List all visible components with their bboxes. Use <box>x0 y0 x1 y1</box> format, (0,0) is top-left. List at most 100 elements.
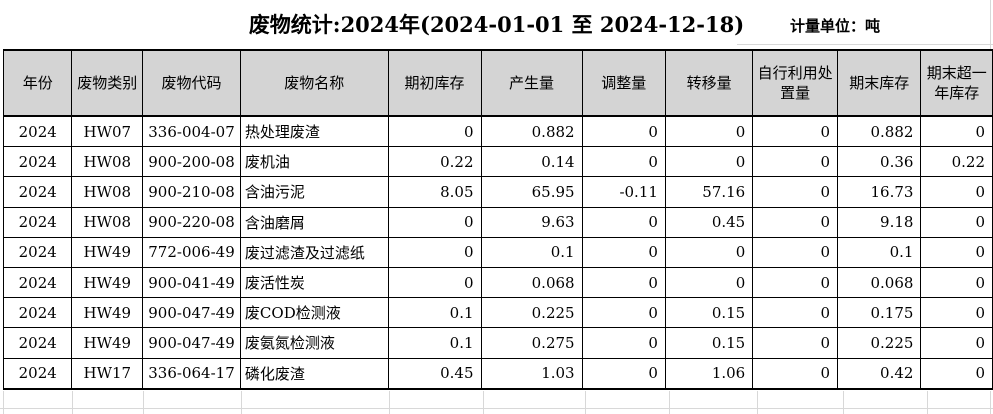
unit-label: 计量单位：吨 <box>788 15 883 36</box>
cell-adjusted: 0 <box>581 206 666 238</box>
gridline <box>843 391 844 414</box>
cell-waste-name: 废氨氮检测液 <box>239 327 389 359</box>
cell-year: 2024 <box>2 146 73 178</box>
cell-adjusted: -0.11 <box>581 176 666 208</box>
cell-waste-name: 废过滤渣及过滤纸 <box>239 236 389 268</box>
gridline <box>143 391 144 414</box>
cell-over-one-year-stock: 0 <box>920 266 993 299</box>
gridline <box>389 391 390 414</box>
gridline <box>585 391 586 414</box>
cell-waste-category: HW08 <box>71 206 144 238</box>
cell-transferred: 1.06 <box>664 357 754 390</box>
gridline <box>0 408 993 409</box>
column-header-waste-code: 废物代码 <box>142 49 241 117</box>
cell-transferred: 0.45 <box>664 206 754 238</box>
cell-adjusted: 0 <box>581 236 666 268</box>
cell-opening-stock: 0.22 <box>387 146 482 178</box>
cell-year: 2024 <box>2 357 73 390</box>
cell-transferred: 57.16 <box>664 176 754 208</box>
cell-self-disposal: 0 <box>752 266 839 299</box>
gridline <box>990 391 991 414</box>
gridline <box>483 391 484 414</box>
column-header-closing-stock: 期末库存 <box>837 49 922 117</box>
cell-waste-category: HW49 <box>71 327 144 359</box>
table-row: 2024 HW49 900-047-49 废COD检测液 0.1 0.225 0 0.15 0 0… <box>2 297 993 329</box>
cell-adjusted: 0 <box>581 146 666 178</box>
cell-over-one-year-stock: 0 <box>920 236 993 268</box>
cell-generated: 0.14 <box>480 146 583 178</box>
column-header-waste-name: 废物名称 <box>239 49 389 117</box>
cell-over-one-year-stock: 0 <box>920 206 993 238</box>
cell-waste-category: HW08 <box>71 146 144 178</box>
table-row: 2024 HW49 900-041-49 废活性炭 0 0.068 0 0 0 0.068 0 <box>2 266 993 299</box>
gridline <box>241 391 242 414</box>
cell-waste-category: HW08 <box>71 176 144 208</box>
cell-generated: 9.63 <box>480 206 583 238</box>
cell-waste-name: 磷化废渣 <box>239 357 389 390</box>
table-row: 2024 HW08 900-220-08 含油磨屑 0 9.63 0 0.45 0 9.18 0 <box>2 206 993 238</box>
gridline <box>757 391 758 414</box>
table-body: 2024 HW07 336-004-07 热处理废渣 0 0.882 0 0 0 0.882 0 20… <box>2 115 993 390</box>
column-header-adjusted: 调整量 <box>581 49 666 117</box>
cell-adjusted: 0 <box>581 266 666 299</box>
cell-self-disposal: 0 <box>752 115 839 148</box>
cell-waste-code: 336-064-17 <box>142 357 241 390</box>
header-row: 年份 废物类别 废物代码 废物名称 期初库存 产生量 调整量 转移量 自行利用处置量 期末库存 期末… <box>2 49 993 117</box>
waste-statistics-table: 年份 废物类别 废物代码 废物名称 期初库存 产生量 调整量 转移量 自行利用处置量 期末库存 期末… <box>2 49 993 390</box>
cell-over-one-year-stock: 0 <box>920 327 993 359</box>
cell-closing-stock: 0.068 <box>837 266 922 299</box>
cell-waste-code: 900-200-08 <box>142 146 241 178</box>
cell-opening-stock: 0.1 <box>387 297 482 329</box>
cell-year: 2024 <box>2 115 73 148</box>
cell-closing-stock: 0.42 <box>837 357 922 390</box>
cell-waste-name: 废COD检测液 <box>239 297 389 329</box>
cell-adjusted: 0 <box>581 357 666 390</box>
cell-waste-code: 900-047-49 <box>142 297 241 329</box>
cell-year: 2024 <box>2 297 73 329</box>
cell-waste-code: 900-210-08 <box>142 176 241 208</box>
table-row: 2024 HW49 900-047-49 废氨氮检测液 0.1 0.275 0 0.15 0 0.… <box>2 327 993 359</box>
cell-over-one-year-stock: 0 <box>920 115 993 148</box>
cell-opening-stock: 0 <box>387 266 482 299</box>
gridline <box>72 391 73 414</box>
cell-over-one-year-stock: 0 <box>920 357 993 390</box>
cell-waste-category: HW49 <box>71 297 144 329</box>
cell-adjusted: 0 <box>581 297 666 329</box>
cell-waste-code: 900-041-49 <box>142 266 241 299</box>
gridline <box>3 391 4 414</box>
cell-waste-code: 772-006-49 <box>142 236 241 268</box>
cell-transferred: 0 <box>664 266 754 299</box>
column-header-year: 年份 <box>2 49 73 117</box>
gridline <box>669 391 670 414</box>
column-header-transferred: 转移量 <box>664 49 754 117</box>
cell-self-disposal: 0 <box>752 236 839 268</box>
cell-opening-stock: 0 <box>387 115 482 148</box>
cell-generated: 0.882 <box>480 115 583 148</box>
table-row: 2024 HW49 772-006-49 废过滤渣及过滤纸 0 0.1 0 0 0 0.1 0 <box>2 236 993 268</box>
cell-opening-stock: 0.45 <box>387 357 482 390</box>
cell-waste-code: 900-047-49 <box>142 327 241 359</box>
gridline <box>990 0 991 49</box>
cell-generated: 0.225 <box>480 297 583 329</box>
table-row: 2024 HW08 900-210-08 含油污泥 8.05 65.95 -0.11 57.1… <box>2 176 993 208</box>
column-header-self-disposal: 自行利用处置量 <box>752 49 839 117</box>
cell-waste-name: 热处理废渣 <box>239 115 389 148</box>
cell-self-disposal: 0 <box>752 327 839 359</box>
cell-waste-name: 废活性炭 <box>239 266 389 299</box>
cell-waste-name: 废机油 <box>239 146 389 178</box>
cell-generated: 0.068 <box>480 266 583 299</box>
cell-adjusted: 0 <box>581 115 666 148</box>
column-header-generated: 产生量 <box>480 49 583 117</box>
cell-over-one-year-stock: 0 <box>920 176 993 208</box>
table-row: 2024 HW07 336-004-07 热处理废渣 0 0.882 0 0 0 0.882 0 <box>2 115 993 148</box>
report-title: 废物统计:2024年(2024-01-01 至 2024-12-18) <box>248 12 745 37</box>
table-row: 2024 HW08 900-200-08 废机油 0.22 0.14 0 0 0 0.36 0.22 <box>2 146 993 178</box>
cell-closing-stock: 16.73 <box>837 176 922 208</box>
cell-opening-stock: 0 <box>387 206 482 238</box>
table-header: 年份 废物类别 废物代码 废物名称 期初库存 产生量 调整量 转移量 自行利用处置量 期末库存 期末… <box>2 49 993 117</box>
cell-self-disposal: 0 <box>752 357 839 390</box>
cell-year: 2024 <box>2 176 73 208</box>
cell-waste-name: 含油污泥 <box>239 176 389 208</box>
cell-transferred: 0.15 <box>664 327 754 359</box>
